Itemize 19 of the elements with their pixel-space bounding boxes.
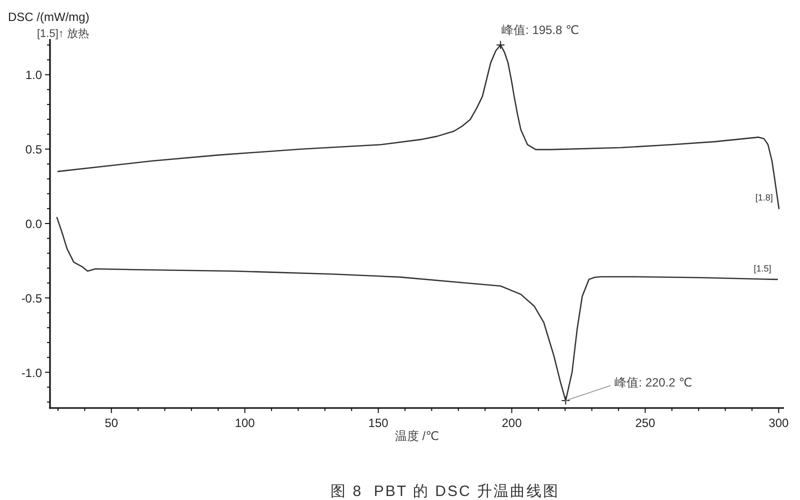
xlabel: 温度 /℃ <box>394 429 440 443</box>
xtick: 100 <box>234 416 255 430</box>
series-label: [1.8] <box>755 192 773 203</box>
annotation: 峰值: 220.2 ℃ <box>614 376 692 390</box>
series-label: [1.5] <box>754 263 772 274</box>
annotation: [1.5]↑ 放热 <box>37 28 89 40</box>
ytick: -0.5 <box>21 291 42 306</box>
ytick: 0.0 <box>25 217 42 231</box>
ylabel: DSC /(mW/mg) <box>8 10 90 24</box>
xtick: 200 <box>502 416 522 430</box>
xtick: 250 <box>635 416 656 430</box>
ytick: 1.0 <box>25 68 42 82</box>
xtick: 300 <box>768 416 789 430</box>
xtick: 50 <box>104 416 118 430</box>
title: 图 8 PBT 的 DSC 升温曲线图 <box>330 483 560 500</box>
ytick: -1.0 <box>21 366 42 380</box>
xtick: 150 <box>368 416 388 430</box>
annotation: 峰值: 195.8 ℃ <box>502 22 580 37</box>
ytick: 0.5 <box>25 142 42 157</box>
